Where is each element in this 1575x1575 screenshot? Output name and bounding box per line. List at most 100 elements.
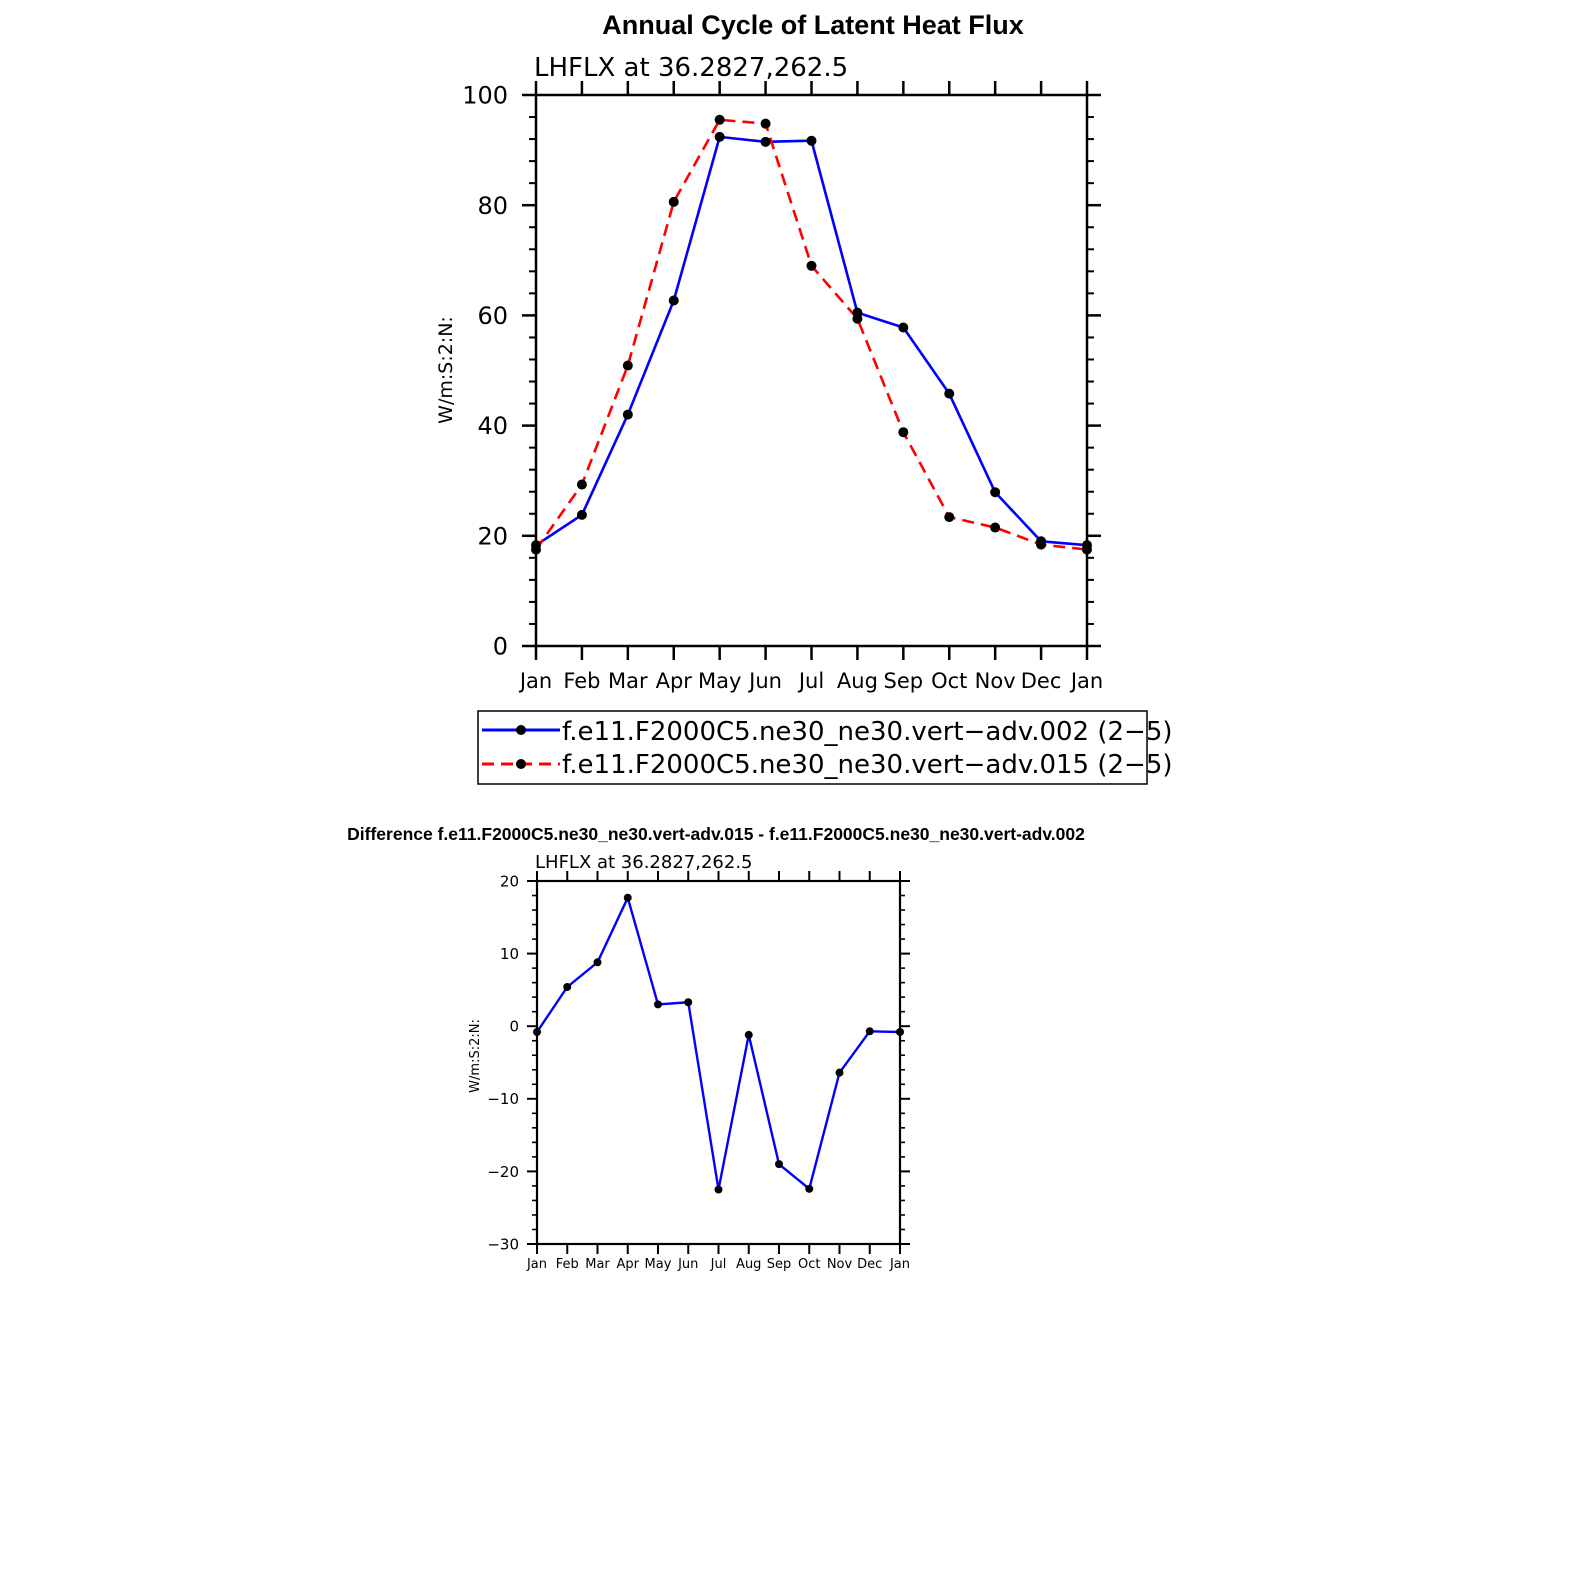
- chart1-y-tick-labels: 0 20 40 60 80 100: [462, 82, 508, 661]
- x-tick-label: Jun: [677, 1257, 698, 1272]
- x-tick-label: Aug: [736, 1257, 761, 1272]
- chart1-legend: f.e11.F2000C5.ne30_ne30.vert−adv.002 (2−…: [477, 710, 1173, 785]
- x-tick-label: Mar: [608, 669, 648, 693]
- series-2-point: [760, 118, 771, 129]
- chart2-y-tick-labels: −30 −20 −10 0 10 20: [487, 872, 519, 1253]
- series-1-point: [563, 982, 572, 991]
- series-1-point: [622, 409, 633, 420]
- y-tick-label: 20: [477, 522, 508, 550]
- series-1-point: [865, 1027, 874, 1036]
- x-tick-label: Sep: [767, 1257, 792, 1272]
- difference-chart: Difference f.e11.F2000C5.ne30_ne30.vert-…: [347, 824, 1085, 1272]
- series-1-point: [576, 509, 587, 520]
- series-1-point: [684, 998, 693, 1007]
- y-tick-label: −30: [487, 1235, 519, 1253]
- series-1-point: [805, 1184, 814, 1193]
- x-tick-label: Apr: [617, 1257, 640, 1272]
- series-2-point: [622, 360, 633, 371]
- series-1-point: [896, 1028, 904, 1037]
- annual-cycle-chart: Annual Cycle of Latent Heat Flux LHFLX a…: [435, 10, 1173, 785]
- series-1-point: [990, 487, 1001, 498]
- series-1-point: [714, 1185, 723, 1194]
- y-tick-label: −20: [487, 1163, 519, 1181]
- series-2-point: [990, 522, 1001, 533]
- chart1-plot-frame: [534, 93, 1089, 648]
- x-tick-label: Aug: [837, 669, 878, 693]
- series-2-point: [1036, 539, 1047, 550]
- x-tick-label: Sep: [884, 669, 924, 693]
- y-tick-label: 0: [509, 1018, 519, 1036]
- series-1-point: [623, 893, 632, 902]
- x-tick-label: Apr: [656, 669, 693, 693]
- y-tick-label: −10: [487, 1090, 519, 1108]
- chart1-ylabel: W/m:S:2:N:: [435, 316, 457, 424]
- chart1-series: [531, 114, 1092, 555]
- y-tick-label: 0: [493, 633, 508, 661]
- y-tick-label: 40: [477, 412, 508, 440]
- series-1-point: [775, 1160, 783, 1169]
- x-tick-label: Feb: [556, 1257, 579, 1272]
- legend-label-series-a: f.e11.F2000C5.ne30_ne30.vert−adv.002 (2−…: [562, 717, 1173, 747]
- legend-marker-series-b: [516, 759, 526, 769]
- chart2-title: Difference f.e11.F2000C5.ne30_ne30.vert-…: [347, 824, 1085, 844]
- series-2-point: [668, 196, 679, 207]
- chart2-series: [533, 893, 904, 1194]
- chart1-subtitle: LHFLX at 36.2827,262.5: [534, 53, 848, 83]
- x-tick-label: Jan: [1069, 669, 1103, 693]
- series-2-point: [806, 260, 817, 271]
- chart1-title: Annual Cycle of Latent Heat Flux: [602, 10, 1024, 40]
- series-1-point: [714, 131, 725, 142]
- series-1-point: [533, 1028, 541, 1037]
- series-1-point: [668, 295, 679, 306]
- x-tick-label: May: [698, 669, 741, 693]
- series-1-point: [593, 958, 602, 967]
- chart2-subtitle: LHFLX at 36.2827,262.5: [535, 852, 753, 873]
- x-tick-label: Oct: [931, 669, 967, 693]
- x-tick-label: May: [645, 1257, 672, 1272]
- series-1-point: [744, 1030, 753, 1039]
- legend-label-series-b: f.e11.F2000C5.ne30_ne30.vert−adv.015 (2−…: [562, 750, 1173, 780]
- x-tick-label: Mar: [585, 1257, 610, 1272]
- legend-box: [477, 710, 1148, 785]
- chart1-ticks: [522, 81, 1101, 660]
- x-tick-label: Dec: [857, 1257, 882, 1272]
- y-tick-label: 10: [500, 945, 519, 963]
- x-tick-label: Nov: [827, 1257, 853, 1272]
- series-1-point: [806, 135, 817, 146]
- series-1-point: [760, 136, 771, 147]
- y-tick-label: 60: [477, 302, 508, 330]
- y-tick-label: 100: [462, 82, 508, 110]
- legend-marker-series-a: [516, 725, 526, 735]
- series-line-1: [536, 896, 901, 1191]
- series-line-1: [535, 135, 1088, 547]
- chart2-x-tick-labels: Jan Feb Mar Apr May Jun Jul Aug Sep Oct Nov Dec Jan: [526, 1257, 910, 1272]
- series-2-point: [576, 479, 587, 490]
- chart2-ylabel: W/m:S:2:N:: [468, 1019, 483, 1093]
- series-line-2: [534, 118, 1088, 551]
- y-tick-label: 20: [500, 872, 519, 890]
- series-2-point: [944, 512, 955, 523]
- y-tick-label: 80: [477, 192, 508, 220]
- chart1-x-tick-labels: Jan Feb Mar Apr May Jun Jul Aug Sep Oct Nov Dec Jan: [518, 669, 1103, 693]
- x-tick-label: Oct: [798, 1257, 820, 1272]
- series-1-point: [654, 1000, 662, 1009]
- series-2-point: [898, 427, 909, 438]
- x-tick-label: Jul: [710, 1257, 727, 1272]
- chart2-ticks: [527, 871, 910, 1254]
- series-2-point: [714, 114, 725, 125]
- series-1-point: [898, 322, 909, 333]
- series-2-point: [1082, 544, 1092, 555]
- series-2-point: [852, 313, 863, 324]
- series-2-point: [531, 544, 541, 555]
- x-tick-label: Jan: [889, 1257, 910, 1272]
- series-1-point: [944, 388, 955, 399]
- x-tick-label: Feb: [563, 669, 600, 693]
- x-tick-label: Dec: [1021, 669, 1062, 693]
- x-tick-label: Jan: [518, 669, 552, 693]
- x-tick-label: Jul: [797, 669, 824, 693]
- x-tick-label: Jun: [747, 669, 782, 693]
- series-1-point: [835, 1068, 844, 1077]
- x-tick-label: Jan: [526, 1257, 547, 1272]
- x-tick-label: Nov: [975, 669, 1016, 693]
